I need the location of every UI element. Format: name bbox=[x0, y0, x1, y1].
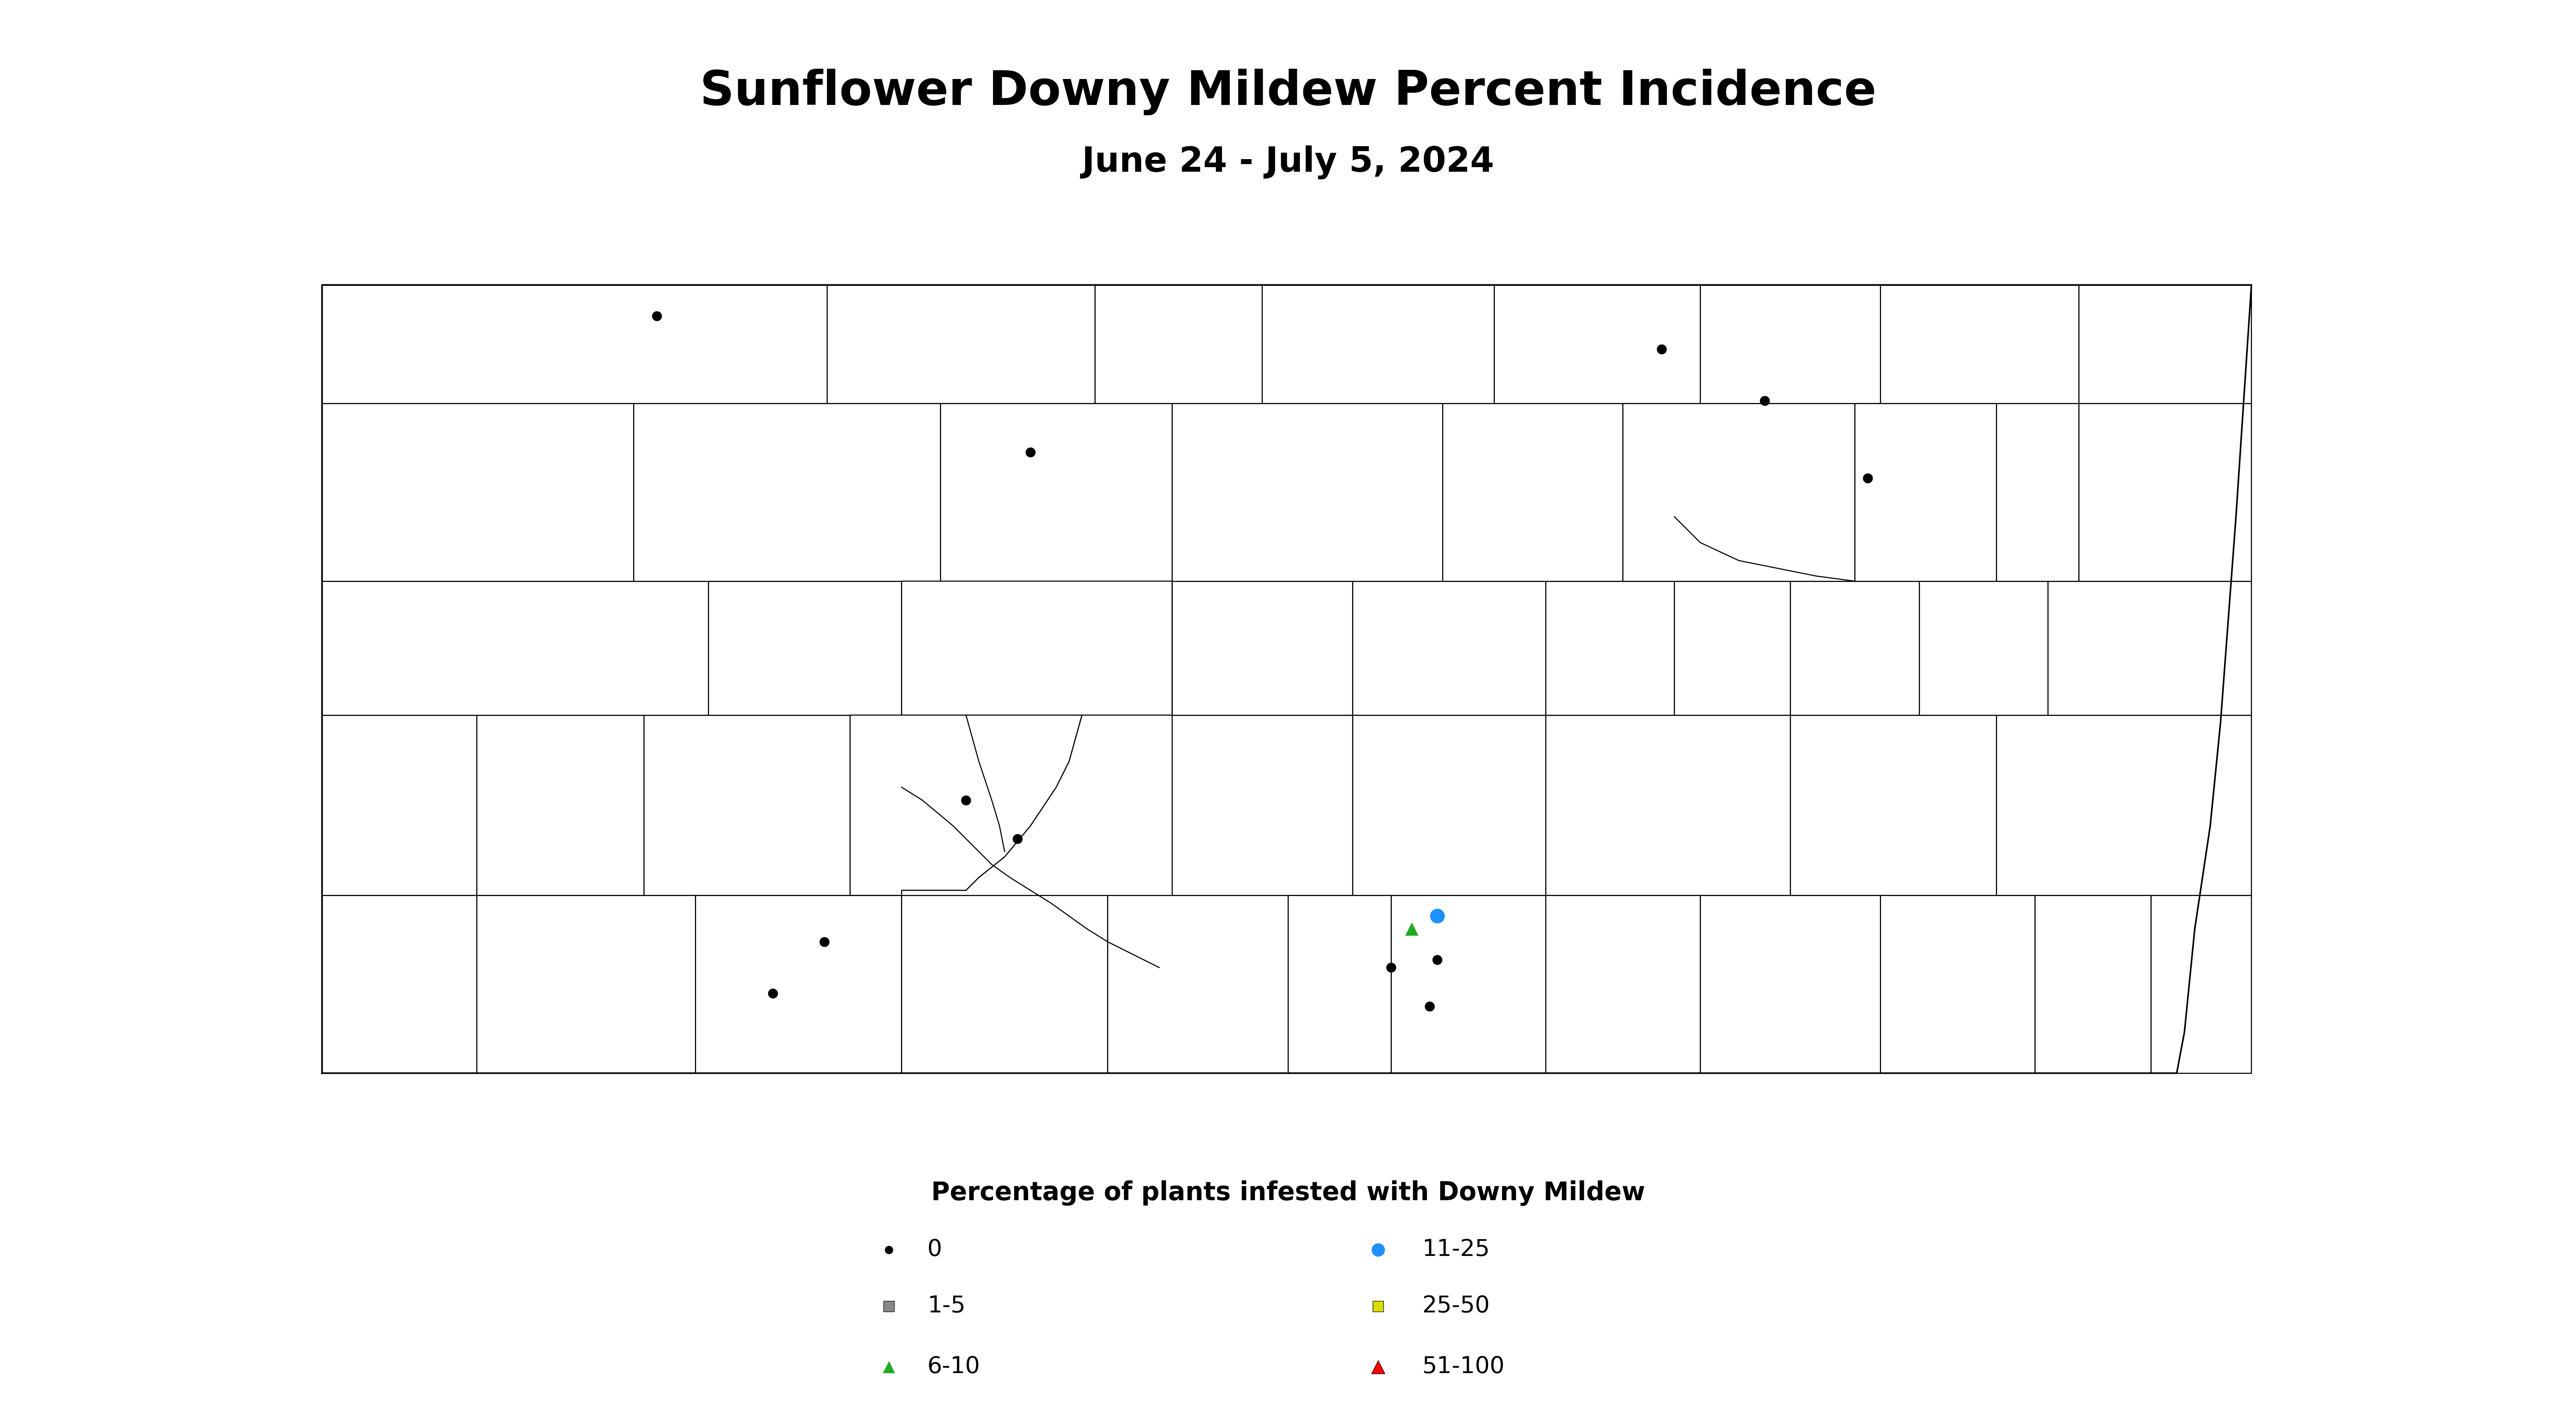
Polygon shape bbox=[1546, 582, 1674, 714]
Polygon shape bbox=[322, 582, 708, 714]
Polygon shape bbox=[322, 285, 827, 404]
Polygon shape bbox=[2151, 895, 2251, 1073]
Polygon shape bbox=[1095, 285, 1262, 404]
Polygon shape bbox=[1172, 404, 1443, 582]
Text: 51-100: 51-100 bbox=[1422, 1356, 1504, 1378]
Point bbox=[1744, 390, 1785, 412]
Point bbox=[1370, 956, 1412, 979]
Point bbox=[804, 931, 845, 953]
Polygon shape bbox=[477, 895, 696, 1073]
Point bbox=[636, 305, 677, 328]
Polygon shape bbox=[902, 895, 1108, 1073]
Polygon shape bbox=[1172, 714, 1352, 895]
Text: 0: 0 bbox=[927, 1238, 943, 1261]
Polygon shape bbox=[2079, 285, 2251, 404]
Polygon shape bbox=[1996, 714, 2251, 895]
Point bbox=[752, 981, 793, 1004]
Polygon shape bbox=[1546, 895, 1700, 1073]
Polygon shape bbox=[1855, 404, 1996, 582]
Text: 11-25: 11-25 bbox=[1422, 1238, 1489, 1261]
Polygon shape bbox=[1108, 895, 1288, 1073]
Point bbox=[1409, 995, 1450, 1018]
Polygon shape bbox=[1352, 714, 1546, 895]
Polygon shape bbox=[1790, 582, 1919, 714]
Polygon shape bbox=[1790, 714, 1996, 895]
Polygon shape bbox=[644, 714, 850, 895]
Polygon shape bbox=[1919, 582, 2048, 714]
Text: 6-10: 6-10 bbox=[927, 1356, 981, 1378]
Point bbox=[868, 1238, 909, 1261]
Polygon shape bbox=[1623, 404, 1855, 582]
Point bbox=[945, 789, 987, 812]
Polygon shape bbox=[634, 404, 940, 582]
Polygon shape bbox=[708, 582, 902, 714]
Point bbox=[997, 827, 1038, 850]
Polygon shape bbox=[940, 404, 1172, 582]
Polygon shape bbox=[322, 895, 477, 1073]
Polygon shape bbox=[2035, 895, 2151, 1073]
Polygon shape bbox=[1546, 714, 1790, 895]
Point bbox=[1358, 1356, 1399, 1378]
Polygon shape bbox=[1443, 404, 1623, 582]
Point bbox=[1641, 337, 1682, 360]
Point bbox=[868, 1356, 909, 1378]
Polygon shape bbox=[1880, 895, 2035, 1073]
Text: Sunflower Downy Mildew Percent Incidence: Sunflower Downy Mildew Percent Incidence bbox=[701, 69, 1875, 114]
Point bbox=[1358, 1238, 1399, 1261]
Text: Percentage of plants infested with Downy Mildew: Percentage of plants infested with Downy… bbox=[930, 1180, 1646, 1206]
Point bbox=[1417, 905, 1458, 928]
Point bbox=[1010, 441, 1051, 463]
Polygon shape bbox=[827, 285, 1095, 404]
Polygon shape bbox=[696, 895, 902, 1073]
Polygon shape bbox=[2079, 404, 2251, 582]
Polygon shape bbox=[1391, 895, 1546, 1073]
Polygon shape bbox=[1494, 285, 1700, 404]
Point bbox=[868, 1295, 909, 1317]
Polygon shape bbox=[1700, 285, 1880, 404]
Point bbox=[1417, 949, 1458, 971]
Polygon shape bbox=[1288, 895, 1391, 1073]
Point bbox=[1391, 918, 1432, 940]
Polygon shape bbox=[477, 714, 644, 895]
Polygon shape bbox=[1172, 582, 1352, 714]
Text: June 24 - July 5, 2024: June 24 - July 5, 2024 bbox=[1082, 145, 1494, 179]
Polygon shape bbox=[322, 404, 634, 582]
Polygon shape bbox=[1880, 285, 2079, 404]
Text: 1-5: 1-5 bbox=[927, 1295, 966, 1317]
Polygon shape bbox=[2048, 582, 2251, 714]
Point bbox=[1358, 1295, 1399, 1317]
Polygon shape bbox=[1352, 582, 1546, 714]
Polygon shape bbox=[1262, 285, 1494, 404]
Polygon shape bbox=[1700, 895, 1880, 1073]
Polygon shape bbox=[1996, 404, 2079, 582]
Point bbox=[1847, 467, 1888, 490]
Polygon shape bbox=[322, 714, 477, 895]
Polygon shape bbox=[1674, 582, 1790, 714]
Polygon shape bbox=[850, 714, 1082, 895]
Text: 25-50: 25-50 bbox=[1422, 1295, 1489, 1317]
Polygon shape bbox=[902, 582, 1172, 891]
